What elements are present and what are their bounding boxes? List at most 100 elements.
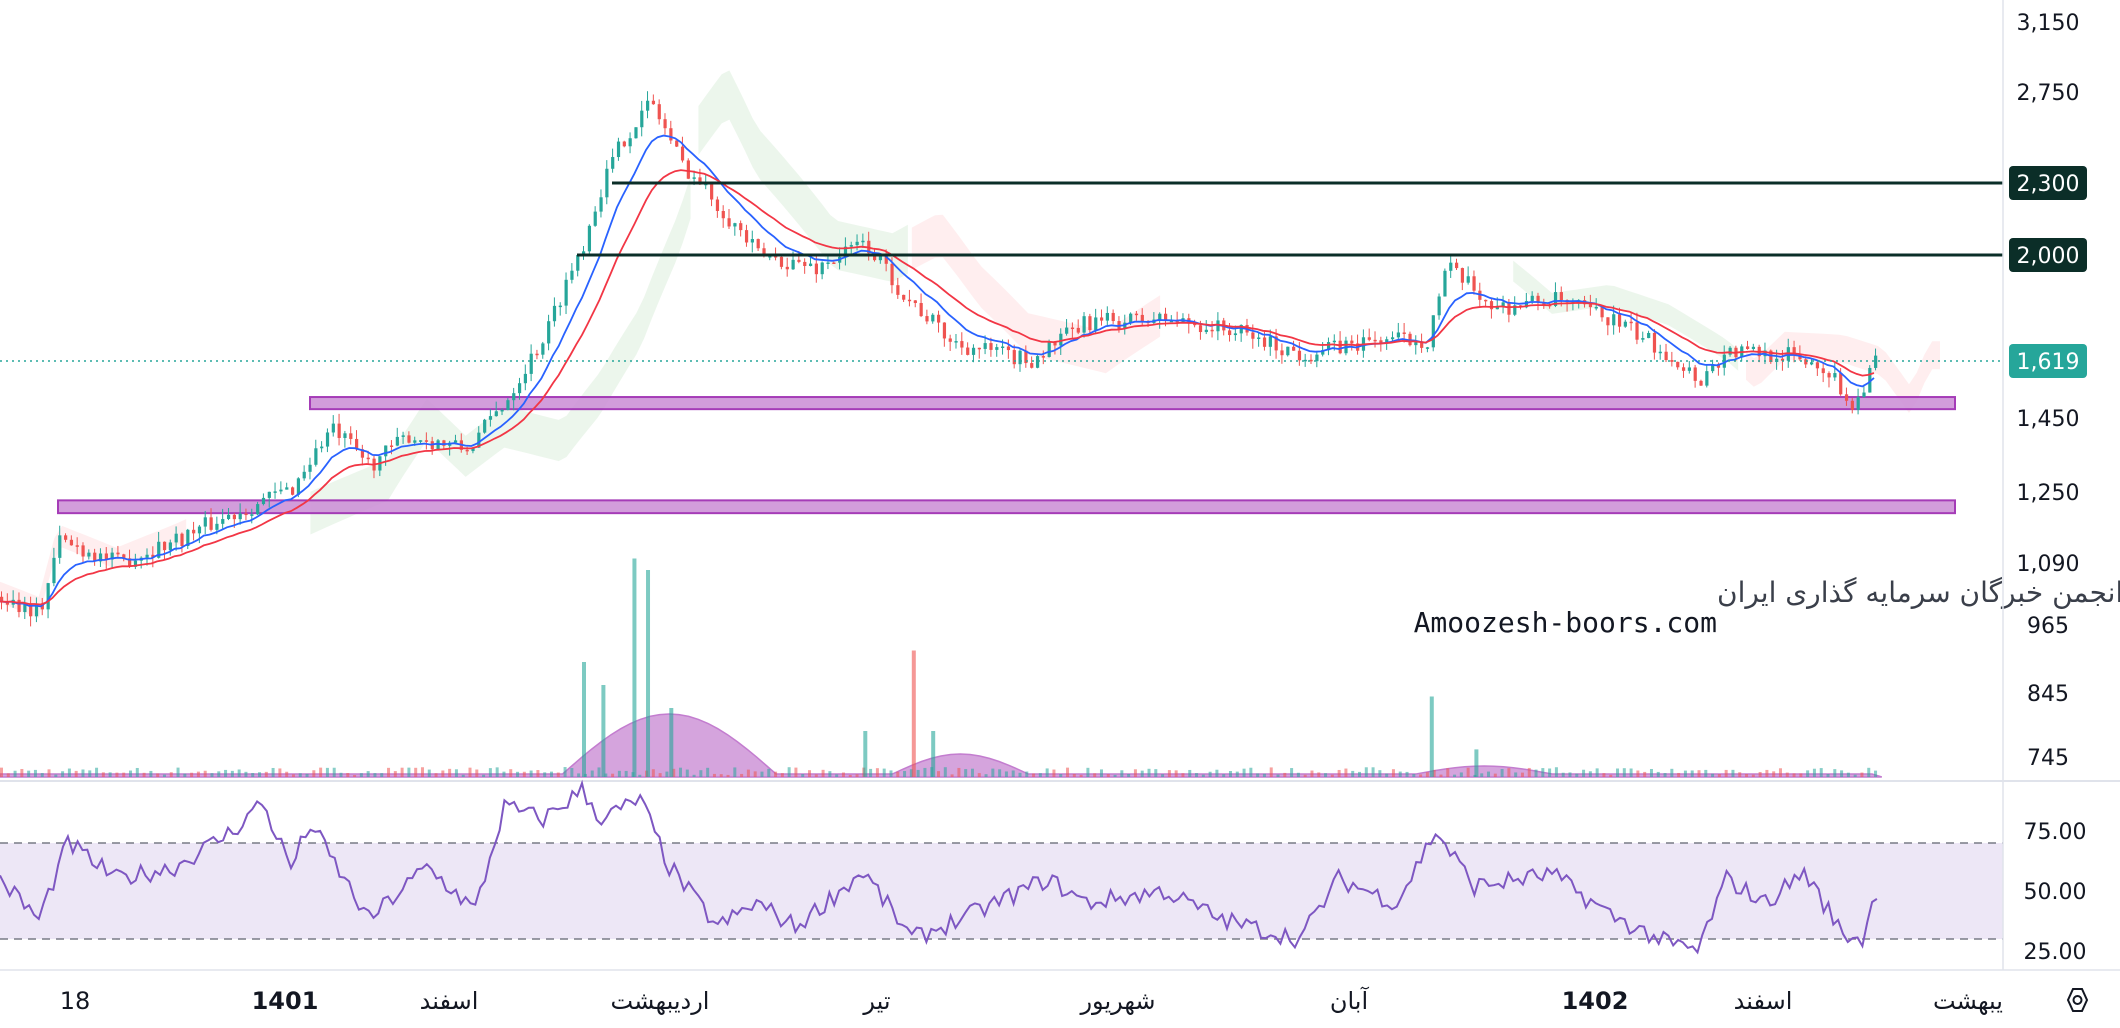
volume-bar [1643, 771, 1647, 777]
price-tag[interactable] [2009, 238, 2087, 272]
volume-bar [855, 774, 859, 777]
volume-bar [1113, 774, 1117, 777]
volume-bar [495, 767, 499, 777]
volume-bar [122, 772, 126, 777]
volume-bar [1602, 773, 1606, 777]
candle-body [320, 446, 324, 449]
volume-bar [516, 771, 520, 777]
candle-body [1158, 313, 1162, 320]
volume-bar [1235, 771, 1239, 777]
hexagon-settings-icon[interactable] [2066, 988, 2089, 1012]
price-tag-label: 2,000 [2017, 244, 2080, 269]
settings-button[interactable] [2066, 988, 2089, 1012]
volume-bar [1378, 770, 1382, 777]
candle-body [861, 240, 865, 243]
time-axis[interactable]: 18 1401 اسفند اردیبهشت تیر شهریور آبان 1402 اسفن… [60, 986, 2003, 1015]
candle-body [1466, 276, 1470, 283]
candle-body [552, 305, 557, 322]
volume-bar [970, 768, 974, 777]
candle-body [989, 343, 993, 350]
support-zone[interactable] [309, 396, 1956, 411]
candle-body [355, 438, 359, 450]
volume-bar [407, 767, 411, 777]
candle-body [29, 603, 33, 617]
support-zone[interactable] [57, 499, 1956, 515]
volume-bar [1419, 774, 1423, 777]
candle-body [389, 445, 394, 447]
candle-body [1705, 371, 1709, 386]
volume-bar [577, 773, 581, 777]
candle-body [122, 554, 126, 559]
candle-body [384, 445, 388, 457]
candle-body [291, 487, 295, 495]
candle-body [1489, 301, 1494, 310]
volume-bar [950, 774, 954, 777]
volume-bar [1337, 769, 1341, 777]
volume-bar [319, 767, 323, 777]
volume-bar [61, 771, 65, 777]
candle-body [1396, 332, 1400, 338]
candle-body [954, 341, 958, 343]
volume-bar [149, 770, 153, 777]
volume-bar [882, 768, 886, 777]
candle-body [1111, 312, 1115, 322]
candle-body [1647, 332, 1651, 339]
candle-body [75, 545, 79, 547]
price-axis-label: 1,450 [2017, 407, 2080, 432]
candle-body [221, 519, 225, 524]
candle-body [1035, 356, 1040, 368]
candle-body [0, 596, 4, 602]
rsi-axis-label: 75.00 [2024, 820, 2087, 845]
volume-bar [1853, 774, 1857, 777]
horizontal-levels[interactable] [0, 181, 2003, 362]
price-tag[interactable] [2009, 166, 2087, 200]
candle-body [1606, 317, 1610, 326]
price-tag[interactable] [2009, 344, 2087, 378]
volume-bar [760, 771, 764, 777]
candle-body [593, 211, 597, 226]
candle-body [1280, 350, 1284, 356]
candle-body [1804, 359, 1808, 365]
support-zones[interactable] [57, 396, 1956, 515]
candle-body [832, 262, 836, 264]
candle-body [424, 440, 429, 442]
volume-bar [393, 771, 397, 777]
time-axis-label: شهریور [1079, 987, 1155, 1015]
candle-body [739, 223, 743, 231]
volume-bar [1296, 772, 1300, 777]
candle-body [453, 440, 458, 443]
volume-bar [1663, 773, 1667, 777]
volume-bar [1670, 768, 1674, 777]
candle-body [314, 448, 318, 465]
candle-body [1437, 296, 1441, 316]
candle-body [168, 542, 172, 551]
volume-bar [414, 767, 418, 777]
candle-body [1006, 346, 1011, 351]
volume-bar [1303, 774, 1307, 777]
volume-bar [196, 771, 200, 777]
volume-bar [753, 771, 757, 777]
volume-bar [217, 771, 221, 777]
volume-bar [1425, 772, 1429, 777]
volume-bar [1541, 768, 1545, 777]
candle-body [1373, 339, 1377, 342]
volume-bar [1364, 767, 1368, 777]
volume-bar [190, 772, 194, 777]
time-axis-label: یبهشت [1933, 987, 2003, 1015]
volume-bar [1222, 774, 1226, 777]
candle-body [1594, 307, 1598, 309]
volume-bar [984, 774, 988, 777]
candle-body [785, 266, 789, 270]
candle-body [587, 225, 592, 252]
candle-body [360, 449, 365, 458]
candle-body [1641, 338, 1645, 340]
volume-bar [468, 767, 472, 777]
candle-body [1134, 313, 1139, 316]
volume-bar [142, 772, 146, 777]
candle-body [267, 491, 271, 498]
price-axis[interactable]: 3,150 2,750 2,300 2,000 1,619 1,450 1,250 1,090… [0, 0, 2120, 971]
candle-body [500, 409, 504, 412]
candle-body [727, 218, 731, 227]
candle-body [1326, 342, 1331, 351]
